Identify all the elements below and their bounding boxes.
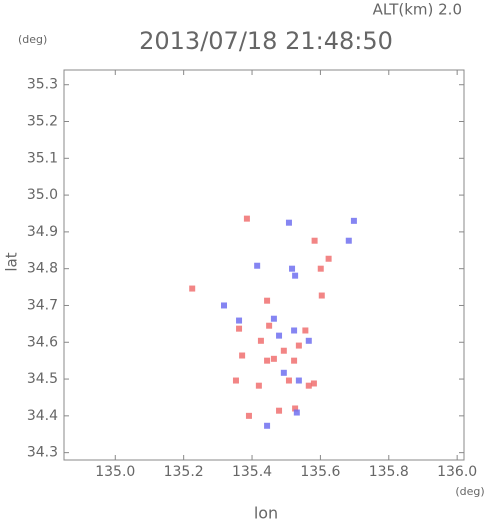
y-tick-label: 34.5 xyxy=(27,371,58,387)
echo-cell xyxy=(285,377,292,384)
echo-cell xyxy=(280,347,287,354)
echo-cell xyxy=(276,332,283,339)
echo-cell xyxy=(291,357,298,364)
x-tick-label: 135.8 xyxy=(369,464,409,480)
echo-cell xyxy=(292,405,299,412)
echo-cell xyxy=(221,302,227,309)
altitude: ALT(km) 2.0 xyxy=(373,1,462,19)
x-tick-label: 135.2 xyxy=(164,464,204,480)
y-tick-label: 35.1 xyxy=(27,150,58,166)
echo-cell xyxy=(302,327,309,334)
echo-cell xyxy=(236,317,243,324)
x-label: lon xyxy=(254,504,278,522)
echo-cell xyxy=(280,369,287,376)
echo-cell xyxy=(232,377,239,384)
y-unit: (deg) xyxy=(18,33,47,46)
y-tick-label: 35.3 xyxy=(27,77,58,93)
y-tick-label: 34.6 xyxy=(27,334,58,350)
echo-cell xyxy=(311,237,318,244)
echo-cell xyxy=(239,352,246,359)
echo-cell xyxy=(325,255,332,262)
echo-cell xyxy=(257,337,264,344)
echo-cell xyxy=(292,272,299,279)
y-tick-label: 34.9 xyxy=(27,224,58,240)
echo-cell xyxy=(245,412,252,419)
x-tick-label: 135.4 xyxy=(232,464,272,480)
echo-cell xyxy=(289,265,296,272)
echo-cell xyxy=(310,380,317,387)
echo-cell xyxy=(254,262,261,269)
x-tick-label: 135.6 xyxy=(300,464,340,480)
echo-cell xyxy=(350,217,357,224)
echo-cell xyxy=(236,325,243,332)
y-label: lat xyxy=(3,252,21,271)
x-unit: (deg) xyxy=(455,485,484,498)
echo-cell xyxy=(345,237,352,244)
y-tick-label: 35.0 xyxy=(27,187,58,203)
y-tick-label: 34.8 xyxy=(27,261,58,277)
echo-cell xyxy=(270,355,277,362)
echo-cell xyxy=(276,407,283,414)
echo-cell xyxy=(264,297,271,304)
echo-cell xyxy=(295,377,302,384)
echo-cell xyxy=(189,285,196,292)
echo-cell xyxy=(318,292,325,299)
echo-cell xyxy=(264,357,271,364)
echo-cell xyxy=(293,409,300,416)
echo-cell xyxy=(291,327,298,334)
echo-cell xyxy=(270,315,277,322)
echo-cell xyxy=(285,219,292,226)
echo-cell xyxy=(255,382,262,389)
echo-cell xyxy=(305,337,312,344)
echo-cell xyxy=(264,422,271,429)
x-tick-label: 136.0 xyxy=(437,464,477,480)
echo-cell xyxy=(295,342,302,349)
y-tick-label: 35.2 xyxy=(27,114,58,130)
echo-cell xyxy=(305,382,312,389)
chart-title: 2013/07/18 21:48:50 xyxy=(139,27,393,55)
x-tick-label: 135.0 xyxy=(95,464,135,480)
plot-frame xyxy=(63,69,465,461)
y-tick-label: 34.3 xyxy=(27,445,58,461)
echo-cell xyxy=(266,322,273,329)
echo-cell xyxy=(243,215,250,222)
y-tick-label: 34.4 xyxy=(27,408,58,424)
echo-cell xyxy=(317,265,324,272)
y-tick-label: 34.7 xyxy=(27,297,58,313)
